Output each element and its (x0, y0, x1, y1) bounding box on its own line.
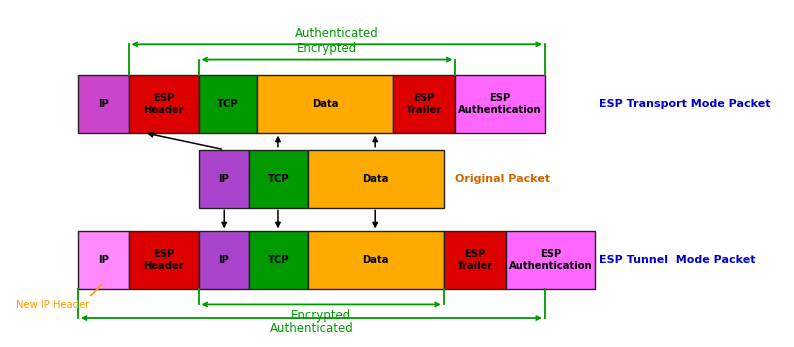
FancyBboxPatch shape (249, 231, 307, 289)
FancyBboxPatch shape (249, 150, 307, 208)
Text: Data: Data (362, 174, 389, 184)
Text: Encrypted: Encrypted (297, 42, 357, 56)
Text: ESP Transport Mode Packet: ESP Transport Mode Packet (599, 99, 771, 109)
Text: ESP
Trailer: ESP Trailer (457, 249, 493, 271)
Text: ESP
Header: ESP Header (143, 249, 184, 271)
Text: TCP: TCP (268, 174, 289, 184)
FancyBboxPatch shape (393, 75, 455, 133)
FancyBboxPatch shape (455, 75, 545, 133)
FancyBboxPatch shape (506, 231, 596, 289)
Text: ESP
Header: ESP Header (143, 93, 184, 115)
Text: ESP
Authentication: ESP Authentication (458, 93, 542, 115)
FancyBboxPatch shape (307, 231, 444, 289)
Text: TCP: TCP (268, 255, 289, 265)
Text: IP: IP (218, 174, 229, 184)
Text: New IP Header: New IP Header (16, 285, 101, 310)
Text: Authenticated: Authenticated (269, 322, 353, 335)
FancyBboxPatch shape (198, 231, 249, 289)
FancyBboxPatch shape (198, 75, 257, 133)
Text: Encrypted: Encrypted (291, 308, 351, 322)
Text: IP: IP (98, 255, 109, 265)
FancyBboxPatch shape (198, 150, 249, 208)
Text: IP: IP (218, 255, 229, 265)
FancyBboxPatch shape (444, 231, 506, 289)
FancyBboxPatch shape (129, 231, 198, 289)
FancyBboxPatch shape (129, 75, 198, 133)
Text: Original Packet: Original Packet (455, 174, 550, 184)
FancyBboxPatch shape (307, 150, 444, 208)
Text: ESP
Authentication: ESP Authentication (509, 249, 592, 271)
Text: ESP Tunnel  Mode Packet: ESP Tunnel Mode Packet (599, 255, 756, 265)
FancyBboxPatch shape (78, 75, 129, 133)
Text: TCP: TCP (217, 99, 238, 109)
FancyBboxPatch shape (257, 75, 393, 133)
Text: IP: IP (98, 99, 109, 109)
Text: ESP
Trailer: ESP Trailer (406, 93, 442, 115)
Text: Data: Data (312, 99, 338, 109)
Text: Data: Data (362, 255, 389, 265)
FancyBboxPatch shape (78, 231, 129, 289)
Text: Authenticated: Authenticated (295, 27, 379, 40)
